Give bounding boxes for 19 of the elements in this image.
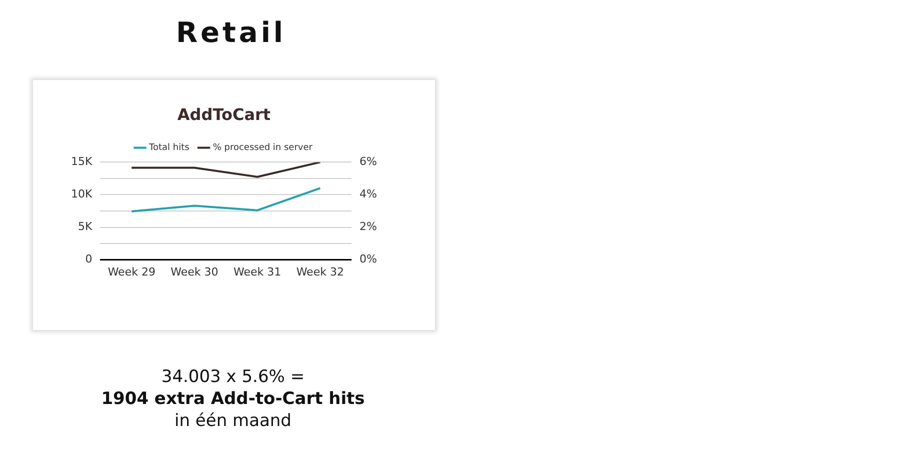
legend-label: % processed in server <box>212 143 313 154</box>
x-tick-label: Week 29 <box>108 265 156 278</box>
y2-tick-label: 2% <box>360 220 377 234</box>
y-tick-label: 15K <box>70 155 93 168</box>
y-tick-label: 0 <box>85 252 92 266</box>
y2-tick-label: 4% <box>360 188 377 201</box>
x-tick-label: Week 30 <box>170 265 218 278</box>
text: in één maand <box>174 410 292 432</box>
x-tick-label: Week 31 <box>233 265 282 278</box>
y-tick-label: 10K <box>70 188 93 201</box>
y2-tick-label: 6% <box>360 155 377 168</box>
text: 1904 extra Add-to-Cart hits <box>100 388 366 410</box>
chart-title: Retail <box>174 16 288 49</box>
y2-tick-label: 0% <box>360 252 377 266</box>
legend-label: Total hits <box>148 143 190 154</box>
text: 34.003 x 5.6% = <box>160 366 306 388</box>
y-tick-label: 5K <box>78 220 93 234</box>
chart-subtitle: AddToCart <box>177 104 271 124</box>
x-tick-label: Week 32 <box>296 265 344 278</box>
